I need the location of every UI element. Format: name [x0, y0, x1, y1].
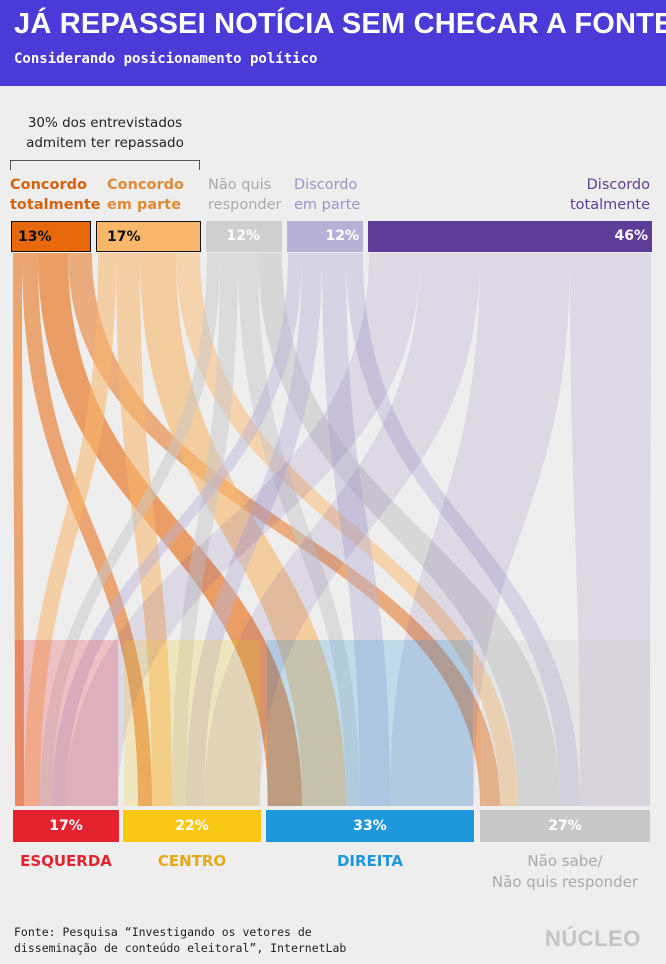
header: JÁ REPASSEI NOTÍCIA SEM CHECAR A FONTE C…: [0, 0, 666, 86]
nucleo-logo: NÚCLEO: [545, 926, 641, 951]
flow-ribbon: [570, 253, 651, 806]
top-label-line: totalmente: [10, 197, 101, 213]
top-label-line: em parte: [107, 197, 182, 213]
top-bar-discordo-totalmente: 46%: [368, 221, 652, 252]
flow-base-tint: [15, 640, 118, 806]
page-title: JÁ REPASSEI NOTÍCIA SEM CHECAR A FONTE: [14, 8, 666, 40]
top-label-concordo-totalmente: Concordo totalmente: [10, 175, 101, 215]
top-label-line: Concordo: [10, 177, 87, 193]
bottom-label-centro: CENTRO: [157, 852, 227, 870]
flow-ribbon: [172, 253, 238, 806]
flow-ribbon: [38, 253, 302, 806]
top-label-line: Discordo: [294, 177, 358, 193]
bottom-label-line: Não sabe/: [527, 852, 603, 870]
top-label-line: Discordo: [586, 177, 650, 193]
flow-ribbon: [22, 253, 152, 806]
flow-ribbon: [52, 253, 302, 806]
bottom-label-line: Não quis responder: [491, 873, 639, 891]
flow-ribbon: [346, 253, 580, 806]
bottom-label-esquerda: ESQUERDA: [20, 852, 112, 870]
page-subtitle: Considerando posicionamento político: [14, 51, 318, 67]
flow-base-tint: [124, 640, 260, 806]
source-note: Fonte: Pesquisa “Investigando os vetores…: [14, 924, 346, 956]
top-label-line: totalmente: [570, 197, 650, 213]
top-bar-concordo-totalmente: 13%: [11, 221, 91, 252]
flow-ribbon: [116, 253, 172, 806]
top-label-discordo-em-parte: Discordo em parte: [294, 175, 360, 215]
top-bar-discordo-em-parte: 12%: [287, 221, 363, 252]
top-bar-nao-quis-responder: 12%: [206, 221, 282, 252]
flow-ribbon: [390, 253, 570, 806]
top-label-concordo-em-parte: Concordo em parte: [107, 175, 184, 215]
bottom-label-nao-sabe: Não sabe/ Não quis responder: [470, 851, 660, 893]
flow-ribbon: [238, 253, 360, 806]
annotation-line-2: admitem ter repassado: [26, 135, 184, 151]
flow-ribbon: [24, 253, 116, 806]
flow-ribbon: [176, 253, 518, 806]
bottom-label-direita: DIREITA: [336, 852, 404, 870]
top-bar-concordo-em-parte: 17%: [96, 221, 201, 252]
top-label-nao-quis-responder: Não quis responder: [208, 175, 281, 215]
annotation-line-1: 30% dos entrevistados: [27, 115, 183, 131]
source-line-1: Fonte: Pesquisa “Investigando os vetores…: [14, 925, 312, 939]
annotation-note: 30% dos entrevistados admitem ter repass…: [10, 113, 200, 153]
top-label-line: Não quis: [208, 177, 272, 193]
annotation-bracket: [10, 160, 200, 170]
bottom-bar-centro: 22%: [123, 810, 261, 842]
top-label-line: responder: [208, 197, 282, 213]
flow-ribbon: [258, 253, 560, 806]
bottom-bar-nao-sabe: 27%: [480, 810, 650, 842]
flow-base-tint: [481, 640, 650, 806]
flow-ribbon: [40, 253, 220, 806]
flow-base-tint: [267, 640, 473, 806]
bottom-bar-direita: 33%: [266, 810, 474, 842]
bottom-bar-esquerda: 17%: [13, 810, 119, 842]
flow-ribbon: [322, 253, 390, 806]
flow-ribbon: [66, 253, 420, 806]
top-label-discordo-totalmente: Discordo totalmente: [540, 175, 650, 215]
top-label-line: em parte: [294, 197, 361, 213]
source-line-2: disseminação de conteúdo eleitoral”, Int…: [14, 941, 347, 955]
flow-ribbon: [68, 253, 500, 806]
flow-ribbon: [204, 253, 480, 806]
flow-ribbon: [186, 253, 322, 806]
flow-ribbon: [13, 253, 24, 806]
top-label-line: Concordo: [107, 177, 184, 193]
